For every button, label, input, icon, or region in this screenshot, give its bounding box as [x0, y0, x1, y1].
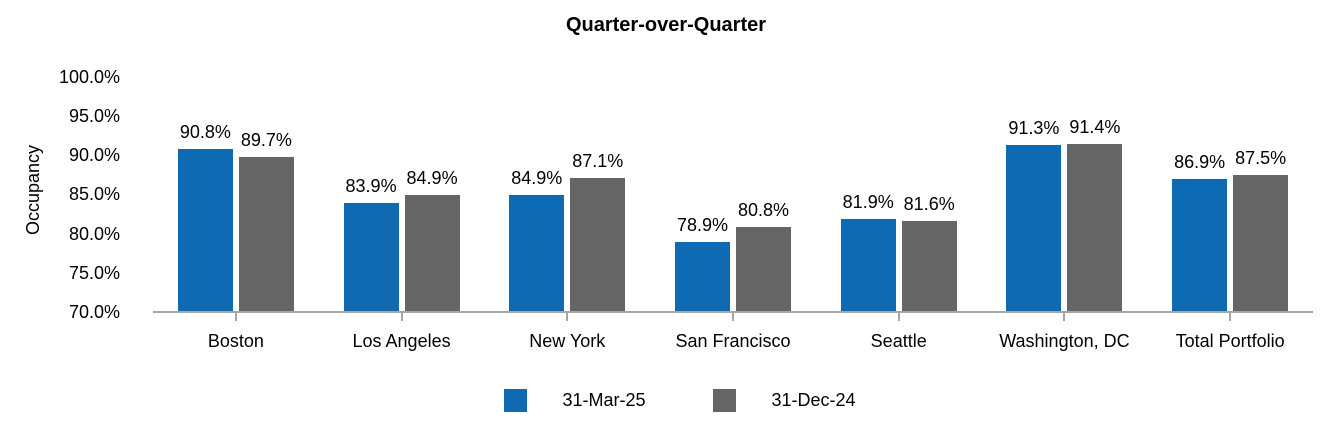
x-axis-tick: [566, 313, 569, 321]
bar-31-Dec-24-San Francisco: [736, 227, 791, 312]
y-tick-label: 95.0%: [68, 105, 120, 126]
bar-value-label: 89.7%: [240, 130, 292, 151]
x-category-label: Washington, DC: [999, 331, 1130, 351]
bar-value-label: 91.3%: [1008, 117, 1060, 138]
legend-swatch-31-dec-24: [713, 389, 737, 412]
y-tick-label: 70.0%: [68, 302, 120, 322]
y-tick-label: 90.0%: [68, 145, 120, 165]
bar-value-label: 90.8%: [179, 121, 231, 142]
x-axis-tick: [234, 313, 237, 321]
chart-title: Quarter-over-Quarter: [565, 14, 767, 36]
bar-31-Mar-25-Los Angeles: [343, 202, 399, 312]
bar-31-Mar-25-Boston: [177, 148, 233, 312]
bar-value-label: 80.8%: [737, 200, 790, 221]
legend-label-31-dec-24: 31-Dec-24: [771, 390, 856, 410]
bar-value-label: 86.9%: [1174, 152, 1226, 173]
x-axis-tick: [897, 313, 900, 321]
bar-31-Mar-25-Washington, DC: [1006, 144, 1062, 312]
x-axis-tick: [732, 313, 734, 321]
legend: 31-Mar-25 31-Dec-24: [0, 389, 1332, 412]
x-axis-tick: [1229, 313, 1232, 321]
bar-value-label: 83.9%: [345, 175, 397, 196]
bar-31-Dec-24-Total Portfolio: [1233, 174, 1289, 312]
x-category-label: Total Portfolio: [1175, 331, 1285, 351]
x-category-label: San Francisco: [675, 331, 791, 351]
bar-31-Dec-24-Los Angeles: [404, 195, 460, 312]
bar-31-Mar-25-Seattle: [840, 218, 896, 312]
y-tick-label: 75.0%: [68, 262, 120, 283]
x-axis-line: [153, 311, 1313, 313]
bar-value-label: 81.9%: [842, 191, 894, 212]
bar-value-label: 78.9%: [676, 215, 729, 236]
legend-label-31-mar-25: 31-Mar-25: [562, 390, 646, 410]
bar-31-Mar-25-San Francisco: [675, 242, 730, 312]
x-category-label: Boston: [207, 331, 264, 351]
x-category-label: New York: [529, 331, 606, 351]
bar-value-label: 84.9%: [511, 168, 563, 189]
y-tick-label: 80.0%: [68, 223, 120, 244]
legend-item-mar25: 31-Mar-25: [504, 389, 645, 412]
y-tick-label: 100.0%: [58, 66, 120, 87]
x-axis-tick: [1063, 313, 1066, 321]
bar-31-Mar-25-Total Portfolio: [1172, 179, 1228, 312]
x-axis-tick: [400, 313, 403, 321]
bar-31-Dec-24-Washington, DC: [1067, 144, 1123, 312]
bar-value-label: 81.6%: [903, 193, 955, 214]
x-category-label: Los Angeles: [352, 331, 451, 351]
y-tick-label: 85.0%: [68, 184, 120, 205]
bar-31-Dec-24-New York: [570, 177, 626, 312]
bar-value-label: 91.4%: [1069, 117, 1121, 137]
legend-swatch-31-mar-25: [504, 389, 528, 412]
legend-item-dec24: 31-Dec-24: [713, 389, 856, 412]
bar-31-Dec-24-Boston: [238, 157, 294, 312]
bar-31-Mar-25-New York: [509, 195, 565, 312]
bar-31-Dec-24-Seattle: [901, 220, 957, 312]
bar-value-label: 84.9%: [406, 168, 458, 189]
bar-value-label: 87.1%: [572, 150, 624, 171]
x-category-label: Seattle: [870, 331, 927, 351]
bar-value-label: 87.5%: [1235, 147, 1287, 168]
